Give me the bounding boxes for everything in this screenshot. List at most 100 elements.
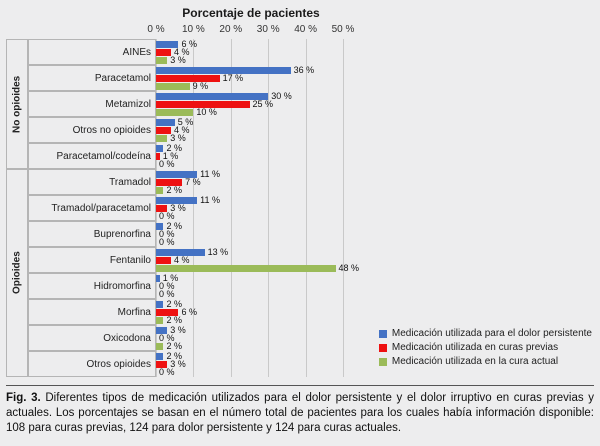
category-label: Otros opioides: [28, 351, 156, 377]
bar: [156, 352, 164, 360]
bar-group: 30 % 25 % 10 %: [156, 91, 346, 117]
bar: [156, 144, 164, 152]
bar-value-label: 6 %: [181, 306, 197, 317]
bar: [156, 66, 291, 74]
category-label: Fentanilo: [28, 247, 156, 273]
bar: [156, 308, 179, 316]
bar-line: 4 %: [156, 254, 346, 265]
bar-line: 0 %: [156, 158, 346, 169]
bar-value-label: 3 %: [170, 132, 186, 143]
bar-value-label: 3 %: [170, 54, 186, 65]
bar-group: 2 % 1 % 0 %: [156, 143, 346, 169]
bar-group: 11 % 3 % 0 %: [156, 195, 346, 221]
bar-value-label: 4 %: [173, 254, 190, 265]
bar-value-label: 0 %: [159, 332, 175, 343]
x-tick-label: 40 %: [294, 24, 317, 35]
bar: [156, 222, 164, 230]
group-label: No opioides: [6, 39, 28, 169]
category-label: Otros no opioides: [28, 117, 156, 143]
bar: [156, 186, 164, 194]
bar-value-label: 4 %: [173, 46, 190, 57]
bar-line: 2 %: [156, 298, 346, 309]
bar-value-label: 3 %: [170, 358, 186, 369]
bar-value-label: 2 %: [166, 298, 182, 309]
bar-value-label: 9 %: [192, 80, 209, 91]
bar: [156, 274, 160, 282]
bar-line: 6 %: [156, 306, 346, 317]
bar-group: 3 % 0 % 2 %: [156, 325, 346, 351]
bar-line: 1 %: [156, 150, 346, 161]
bar-value-label: 2 %: [166, 184, 182, 195]
figure-caption: Fig. 3. Diferentes tipos de medicación u…: [6, 385, 594, 437]
bar-value-label: 4 %: [173, 124, 190, 135]
bar-line: 11 %: [156, 169, 346, 178]
bar-line: 17 %: [156, 72, 346, 83]
bar-value-label: 2 %: [166, 220, 182, 231]
bar-line: 0 %: [156, 366, 346, 377]
bar-group: 2 % 3 % 0 %: [156, 351, 346, 377]
bar: [156, 264, 336, 272]
bar-line: 0 %: [156, 288, 346, 299]
bar-value-label: 30 %: [271, 90, 292, 101]
legend-label: Medicación utilizada en curas previas: [391, 342, 559, 353]
bar-line: 3 %: [156, 324, 346, 335]
bar-value-label: 0 %: [159, 366, 175, 377]
legend: Medicación utilizada para el dolor persi…: [378, 328, 592, 367]
legend-item: Medicación utilizada para el dolor persi…: [378, 328, 592, 339]
x-tick-label: 30 %: [256, 24, 280, 35]
bar: [156, 92, 269, 100]
bar-value-label: 6 %: [181, 38, 197, 49]
bar-value-label: 2 %: [166, 350, 182, 361]
legend-swatch-icon: [378, 357, 387, 366]
bar: [156, 300, 164, 308]
bar-value-label: 0 %: [159, 228, 175, 239]
bar-value-label: 0 %: [159, 236, 175, 247]
bar-value-label: 17 %: [222, 72, 244, 83]
bar: [156, 178, 183, 186]
bar-group: 5 % 4 % 3 %: [156, 117, 346, 143]
bar-line: 11 %: [156, 194, 346, 205]
bar: [156, 74, 220, 82]
legend-item: Medicación utilizada en la cura actual: [378, 356, 592, 367]
bar-value-label: 11 %: [200, 194, 220, 205]
bar-value-label: 0 %: [159, 158, 175, 169]
legend-label: Medicación utilizada para el dolor persi…: [391, 328, 592, 339]
bar-value-label: 3 %: [170, 324, 186, 335]
bar-line: 1 %: [156, 273, 346, 282]
bar: [156, 152, 160, 160]
bar-value-label: 25 %: [252, 98, 274, 109]
bar-value-label: 2 %: [166, 340, 182, 351]
bar-line: 2 %: [156, 184, 346, 195]
legend-item: Medicación utilizada en curas previas: [378, 342, 592, 353]
bar-value-label: 2 %: [166, 314, 182, 325]
bar-value-label: 7 %: [185, 176, 201, 187]
category-label: Oxicodona: [28, 325, 156, 351]
bar-line: 7 %: [156, 176, 346, 187]
category-label: Hidromorfina: [28, 273, 156, 299]
plot-area: No opioides Opioides AINEs 6 % 4 % 3 % Paracet…: [6, 39, 594, 377]
bar: [156, 248, 205, 256]
bar-line: 2 %: [156, 142, 346, 153]
bar: [156, 48, 171, 56]
bar-line: 13 %: [156, 247, 346, 256]
bar-value-label: 0 %: [159, 288, 175, 299]
bar-line: 30 %: [156, 90, 346, 101]
bar-value-label: 1 %: [162, 150, 179, 161]
gridline: [268, 39, 270, 377]
bar-chart: Porcentaje de pacientes 0 % 10 % 20 % 30 % 4…: [6, 4, 594, 377]
bar-line: 48 %: [156, 263, 359, 272]
bar-line: 3 %: [156, 132, 346, 143]
category-label: Paracetamol: [28, 65, 156, 91]
bar-group: 2 % 0 % 0 %: [156, 221, 346, 247]
bar-line: 2 %: [156, 340, 346, 351]
bar-value-label: 2 %: [166, 142, 182, 153]
bar-group: 1 % 0 % 0 %: [156, 273, 346, 299]
category-label: AINEs: [28, 39, 156, 65]
bar: [156, 256, 171, 264]
bar: [156, 100, 250, 108]
bar: [156, 108, 194, 116]
bar: [156, 40, 179, 48]
x-tick-label: 0 %: [147, 24, 165, 35]
bar-line: 4 %: [156, 124, 346, 135]
